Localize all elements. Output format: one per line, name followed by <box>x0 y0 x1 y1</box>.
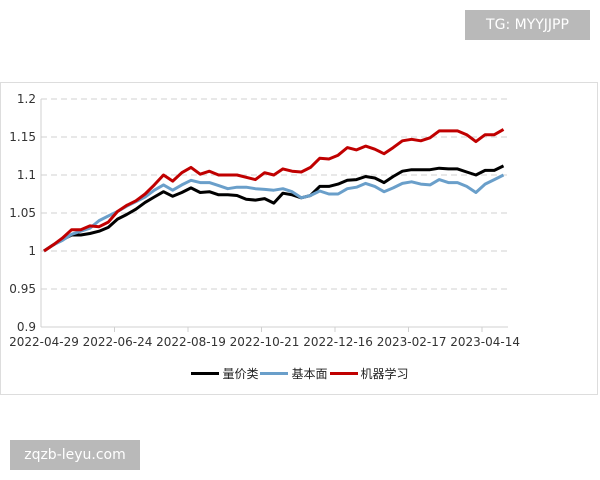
x-tick-label: 2022-10-21 <box>230 335 300 349</box>
legend-swatch <box>329 372 358 375</box>
x-tick-label: 2022-08-19 <box>156 335 226 349</box>
series-line-0 <box>43 164 505 253</box>
y-tick-label: 1.1 <box>17 168 36 182</box>
y-tick-label: 1.2 <box>17 92 36 106</box>
x-tick-label: 2023-02-17 <box>377 335 447 349</box>
x-tick-label: 2022-12-16 <box>303 335 373 349</box>
x-tick-label: 2022-04-29 <box>9 335 79 349</box>
y-tick-label: 1 <box>28 244 36 258</box>
legend-swatch <box>191 372 220 375</box>
y-tick-label: 1.05 <box>9 206 36 220</box>
y-tick-label: 0.95 <box>9 282 36 296</box>
legend-item: 基本面 <box>260 365 328 382</box>
chart-frame <box>0 82 598 395</box>
legend-item: 量价类 <box>191 365 258 382</box>
series-line-2 <box>43 128 505 253</box>
y-tick-label: 0.9 <box>17 320 36 334</box>
legend-swatch <box>260 372 289 375</box>
watermark-top: TG: MYYJJPP <box>465 10 590 40</box>
x-tick-label: 2022-06-24 <box>83 335 153 349</box>
legend: 量价类 基本面 机器学习 <box>0 365 600 382</box>
legend-label: 量价类 <box>222 367 259 381</box>
legend-item: 机器学习 <box>329 365 409 382</box>
legend-label: 基本面 <box>291 367 328 381</box>
x-tick-label: 2023-04-14 <box>450 335 520 349</box>
y-tick-label: 1.15 <box>9 130 36 144</box>
legend-label: 机器学习 <box>360 367 409 381</box>
watermark-bottom: zqzb-leyu.com <box>10 440 140 470</box>
